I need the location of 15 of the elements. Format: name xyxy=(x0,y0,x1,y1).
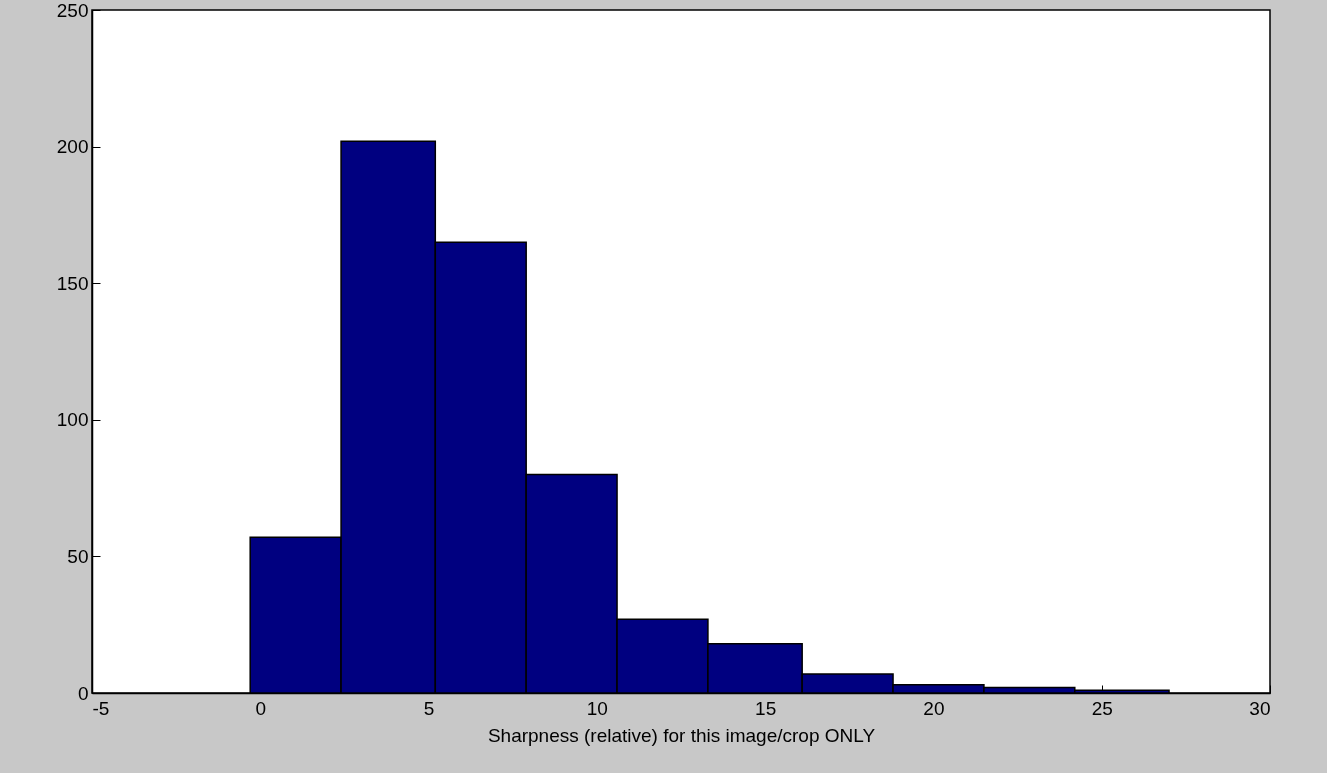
y-tick-label: 200 xyxy=(56,136,89,158)
x-axis-title: Sharpness (relative) for this image/crop ONLY xyxy=(487,724,876,746)
x-tick-label: 20 xyxy=(923,697,945,719)
x-tick-label: 15 xyxy=(755,697,777,719)
x-tick-label: -5 xyxy=(92,697,110,719)
x-tick-label: 25 xyxy=(1091,697,1113,719)
y-tick-label: 50 xyxy=(67,545,89,567)
y-tick-label: 0 xyxy=(77,682,89,704)
y-tick-label: 250 xyxy=(56,0,89,21)
x-tick-label: 10 xyxy=(586,697,608,719)
y-tick-label: 100 xyxy=(56,409,89,431)
x-tick-label: 5 xyxy=(423,697,435,719)
y-tick-label: 150 xyxy=(56,272,89,294)
x-tick-label: 30 xyxy=(1249,697,1271,719)
x-tick-label: 0 xyxy=(255,697,267,719)
